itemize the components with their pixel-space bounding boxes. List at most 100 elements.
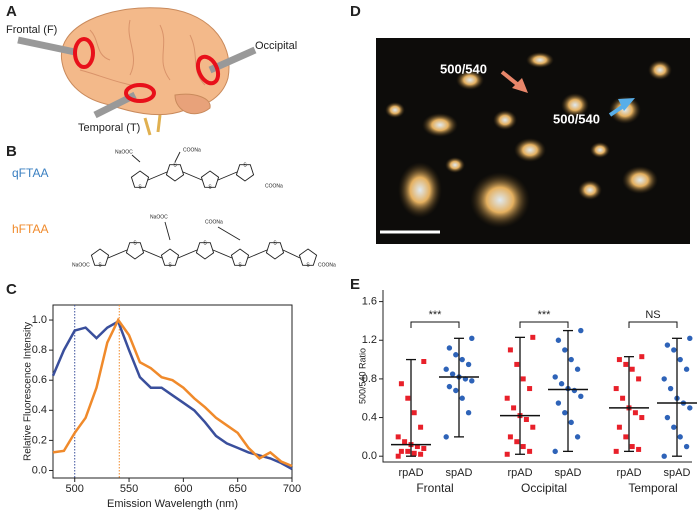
panel-label: C: [6, 281, 17, 298]
data-point: [574, 366, 581, 372]
y-tick-label: 1.2: [362, 334, 377, 346]
data-point: [395, 434, 401, 440]
data-point: [636, 446, 642, 452]
data-point: [504, 395, 510, 401]
data-point: [507, 347, 513, 353]
group-label: NaOOC: [150, 214, 168, 220]
data-point: [558, 381, 565, 387]
bond: [164, 221, 171, 241]
region-label: Occipital: [255, 40, 297, 52]
data-point: [578, 393, 584, 399]
data-point: [443, 434, 449, 440]
data-point: [418, 451, 424, 457]
y-tick-label: 0.0: [362, 450, 377, 462]
thiophene-ring: [130, 170, 150, 188]
data-point: [574, 434, 581, 440]
data-point: [552, 448, 558, 455]
chemical-structures: S S S S NaOOC COONa COONa S S S S S S S NaOOC COONa NaOO…: [72, 147, 336, 268]
cell-blob: [422, 113, 458, 137]
cell-blob: [470, 172, 530, 228]
data-point: [623, 361, 629, 367]
thiophene-ring: [298, 248, 318, 266]
x-tick-label: 600: [174, 483, 192, 495]
data-point: [514, 439, 520, 445]
group-label: COONa: [183, 147, 201, 153]
bond: [212, 249, 233, 259]
data-point: [664, 414, 671, 421]
y-tick-label: 0.0: [32, 464, 47, 476]
data-point: [523, 416, 529, 422]
group-label: COONa: [265, 183, 283, 189]
data-point: [632, 410, 638, 416]
data-point: [459, 356, 465, 363]
data-point: [639, 415, 645, 421]
data-point: [687, 405, 693, 411]
cell-blob: [456, 70, 484, 90]
data-point: [443, 366, 449, 372]
region-label: Frontal (F): [6, 24, 57, 36]
data-point: [421, 359, 427, 365]
data-point: [677, 434, 683, 440]
group-label: Frontal: [416, 481, 453, 495]
data-point: [405, 448, 411, 454]
cell-blob: [493, 110, 517, 130]
data-point: [562, 347, 568, 353]
x-tick-label: spAD: [664, 467, 691, 479]
atom-label: S: [203, 240, 207, 246]
ratio-label: 500/540: [440, 61, 487, 76]
data-point: [616, 424, 622, 430]
panel-label: D: [350, 3, 361, 20]
data-point: [613, 386, 619, 392]
data-point: [398, 381, 404, 387]
bond: [142, 249, 163, 259]
significance-label: ***: [429, 309, 443, 321]
cell-blob: [398, 162, 442, 218]
data-point: [469, 335, 475, 342]
data-point: [514, 361, 520, 367]
cell-blob: [622, 166, 658, 194]
cell-blob: [526, 52, 554, 68]
data-point: [395, 453, 401, 459]
data-point: [453, 352, 459, 358]
cell-blob: [609, 96, 641, 124]
data-point: [520, 376, 526, 382]
panel-label: A: [6, 3, 17, 20]
data-line: [52, 317, 293, 468]
y-tick-label: 0.4: [32, 404, 47, 416]
data-point: [459, 395, 465, 401]
x-tick-label: spAD: [555, 467, 582, 479]
cell-blob: [385, 102, 405, 118]
panel-label: E: [350, 276, 360, 293]
atom-label: S: [243, 162, 247, 168]
y-tick-label: 0.6: [32, 374, 47, 386]
data-point: [552, 374, 558, 380]
compound-name: hFTAA: [12, 222, 48, 236]
group-label: COONa: [205, 219, 223, 225]
region-label: Temporal (T): [78, 122, 140, 134]
data-point: [520, 444, 526, 450]
data-point: [562, 410, 568, 416]
electrode-sites: [17, 36, 257, 119]
data-point: [555, 337, 562, 343]
bond: [131, 154, 141, 163]
data-point: [465, 361, 472, 368]
atom-label: S: [133, 240, 137, 246]
cell-blob: [648, 60, 672, 80]
x-tick-label: spAD: [446, 467, 473, 479]
bond: [247, 249, 268, 259]
data-point: [571, 387, 578, 394]
significance-label: NS: [645, 309, 660, 321]
group-label: COONa: [318, 262, 336, 268]
data-point: [629, 366, 635, 372]
bond: [177, 249, 198, 259]
data-point: [402, 439, 408, 445]
data-point: [683, 366, 690, 372]
thiophene-ring: [165, 164, 185, 182]
data-point: [414, 444, 420, 450]
data-point: [398, 448, 404, 454]
significance-bracket: [519, 321, 569, 328]
x-tick-label: rpAD: [398, 467, 423, 479]
data-point: [469, 378, 475, 384]
data-point: [661, 376, 667, 382]
bond: [174, 151, 181, 163]
